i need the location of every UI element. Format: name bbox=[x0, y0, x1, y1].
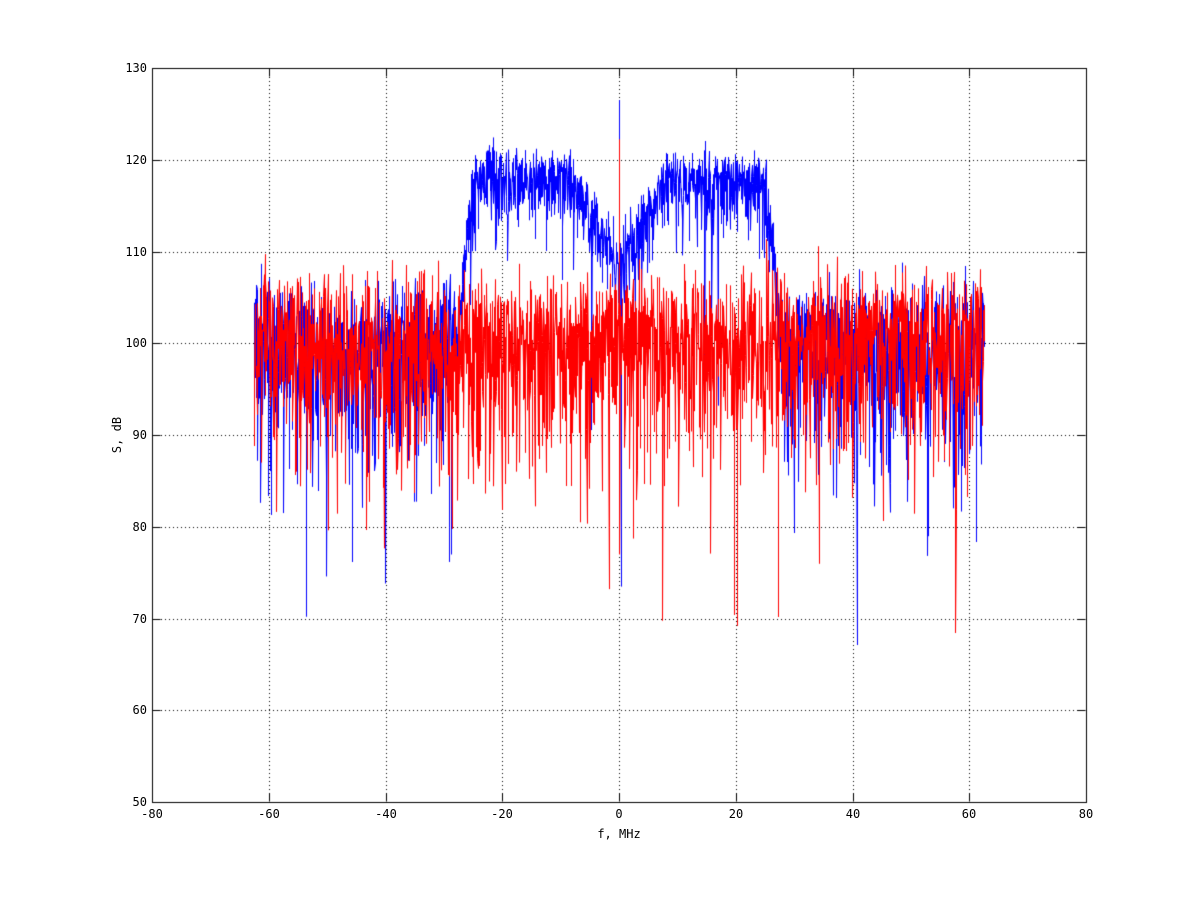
x-tick-label: 40 bbox=[845, 807, 861, 821]
x-axis-label: f, MHz bbox=[597, 827, 641, 841]
x-tick-label: 0 bbox=[615, 807, 623, 821]
x-tick-label: -80 bbox=[141, 807, 163, 821]
y-tick-label: 100 bbox=[125, 336, 147, 350]
x-tick-label: -40 bbox=[375, 807, 397, 821]
y-tick-label: 60 bbox=[132, 703, 147, 717]
y-tick-label: 110 bbox=[125, 245, 147, 259]
y-axis-label: S, dB bbox=[110, 416, 124, 454]
y-tick-label: 120 bbox=[125, 153, 147, 167]
y-tick-label: 80 bbox=[132, 520, 147, 534]
x-tick-label: -60 bbox=[258, 807, 280, 821]
y-tick-label: 90 bbox=[132, 428, 147, 442]
x-tick-label: 80 bbox=[1078, 807, 1094, 821]
x-tick-label: -20 bbox=[491, 807, 513, 821]
y-tick-label: 50 bbox=[132, 795, 147, 809]
x-tick-label: 60 bbox=[961, 807, 977, 821]
x-tick-label: 20 bbox=[728, 807, 744, 821]
y-tick-label: 130 bbox=[125, 61, 147, 75]
y-tick-label: 70 bbox=[132, 612, 147, 626]
